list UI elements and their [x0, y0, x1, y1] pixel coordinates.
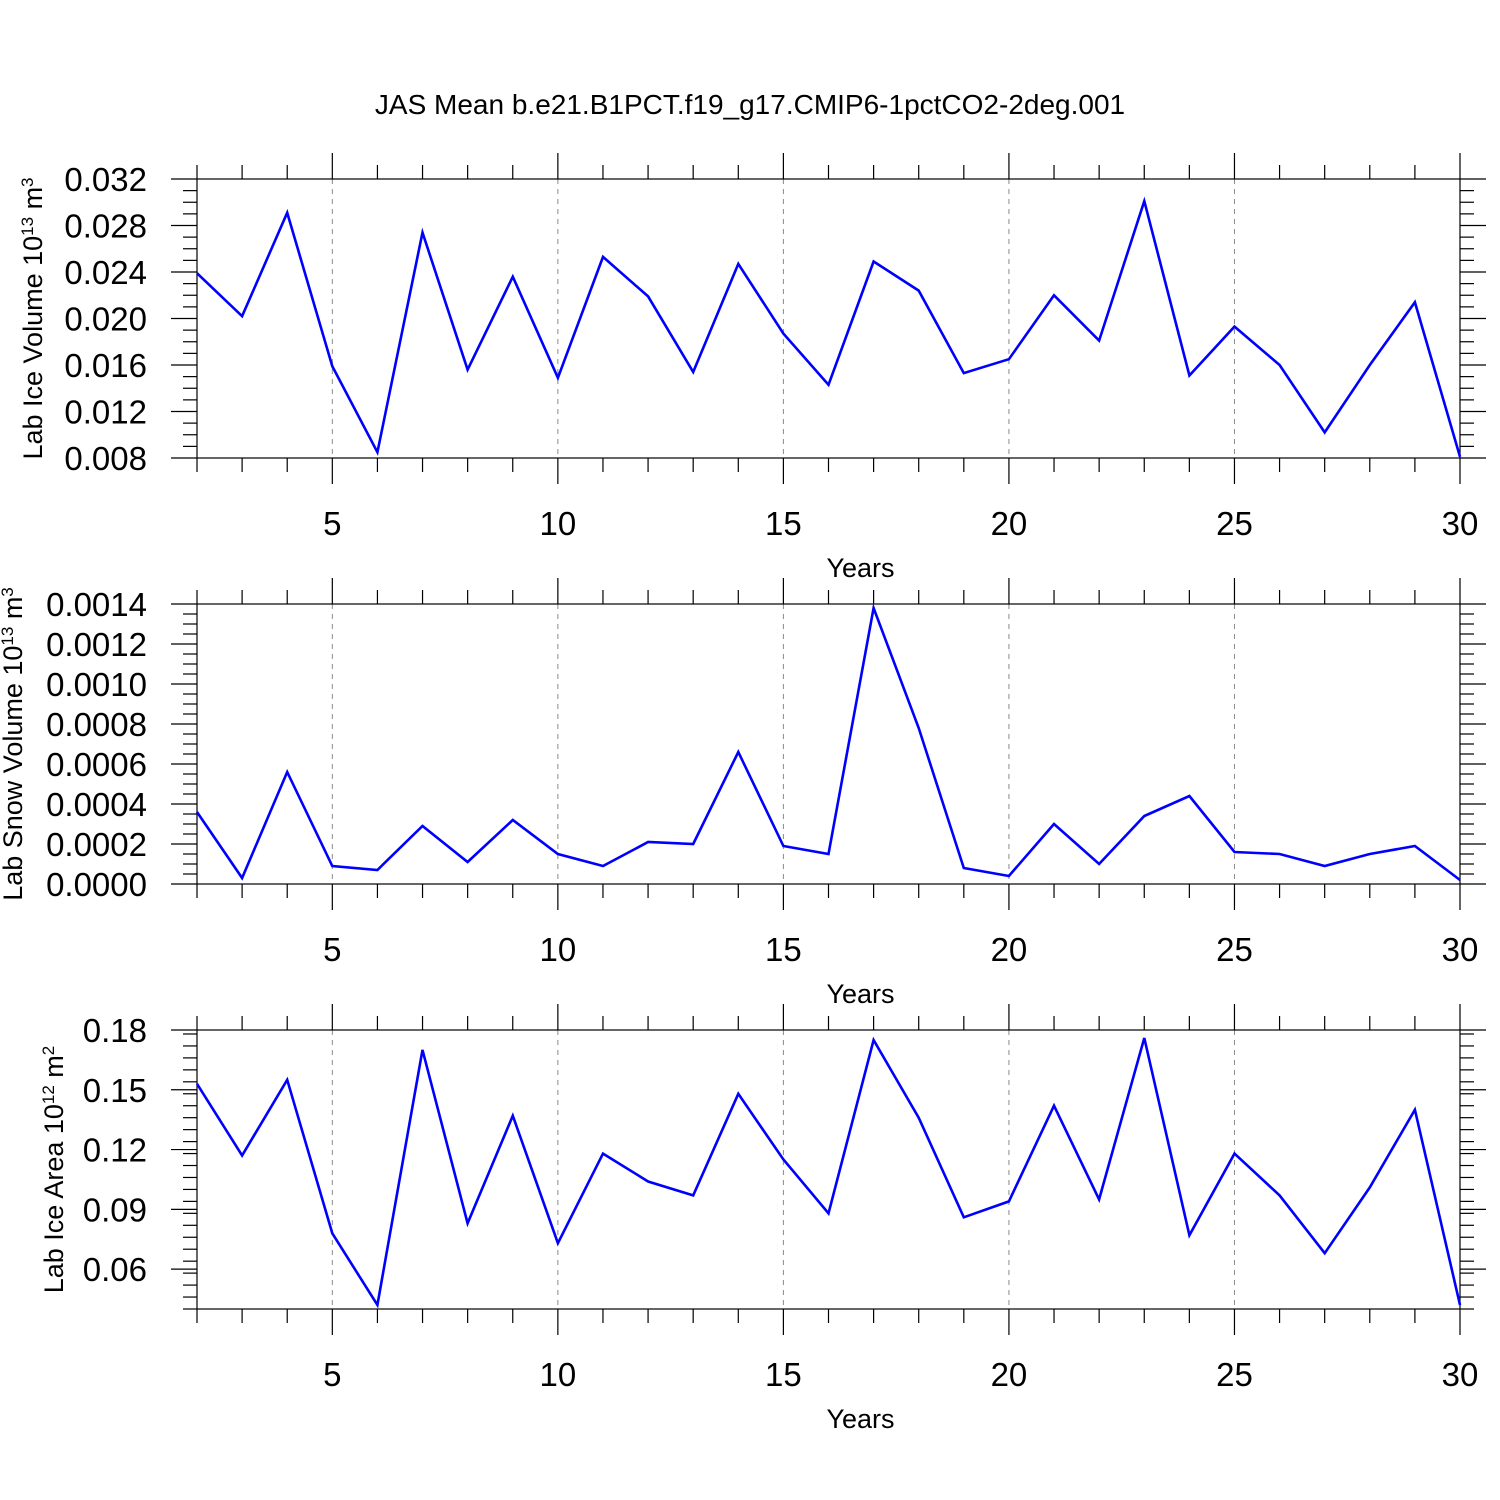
- y-tick-label: 0.008: [64, 440, 147, 477]
- x-tick-label: 10: [539, 931, 576, 968]
- x-axis-title: Years: [826, 1404, 894, 1434]
- y-tick-label: 0.020: [64, 301, 147, 338]
- y-tick-label: 0.0004: [46, 786, 147, 823]
- y-tick-label: 0.0000: [46, 866, 147, 903]
- y-axis-title: Lab Ice Volume 1013 m3: [18, 177, 49, 459]
- x-tick-label: 15: [765, 505, 802, 542]
- y-tick-label: 0.15: [83, 1072, 147, 1109]
- y-axis-title: Lab Snow Volume 1013 m3: [0, 587, 28, 901]
- x-tick-label: 30: [1442, 1356, 1479, 1393]
- panel-1: 5 10 15 20 25 30 0.008 0.012 0.016 0.020 0.024 0.02…: [18, 153, 1486, 583]
- plot-frame: [196, 603, 1461, 885]
- y-tick-label: 0.0006: [46, 746, 147, 783]
- y-tick-label: 0.012: [64, 394, 147, 431]
- x-tick-label: 25: [1216, 931, 1253, 968]
- x-axis-title: Years: [826, 979, 894, 1009]
- y-tick-label: 0.032: [64, 161, 147, 198]
- y-tick-label: 0.0014: [46, 586, 147, 623]
- y-tick-label: 0.18: [83, 1012, 147, 1049]
- x-tick-label: 25: [1216, 1356, 1253, 1393]
- x-tick-label: 10: [539, 505, 576, 542]
- x-tick-label: 25: [1216, 505, 1253, 542]
- y-tick-label: 0.06: [83, 1251, 147, 1288]
- x-tick-label: 20: [991, 505, 1028, 542]
- x-tick-label: 20: [991, 931, 1028, 968]
- panel-2: 5 10 15 20 25 30 0.00000.00020.00040.00060.000…: [0, 578, 1486, 1009]
- y-tick-label: 0.0008: [46, 706, 147, 743]
- panel-3: 5 10 15 20 25 30 0.06 0.09 0.12 0.15 0.18 Years Lab …: [39, 1004, 1486, 1434]
- x-axis-title: Years: [826, 553, 894, 583]
- x-tick-label: 15: [765, 1356, 802, 1393]
- y-tick-label: 0.0010: [46, 666, 147, 703]
- y-tick-label: 0.09: [83, 1191, 147, 1228]
- y-axis-title: Lab Ice Area 1012 m2: [39, 1046, 70, 1294]
- figure-title: JAS Mean b.e21.B1PCT.f19_g17.CMIP6-1pctC…: [375, 89, 1125, 120]
- y-tick-label: 0.12: [83, 1132, 147, 1169]
- y-tick-label: 0.0002: [46, 826, 147, 863]
- x-tick-label: 10: [539, 1356, 576, 1393]
- x-tick-label: 5: [323, 505, 341, 542]
- x-tick-label: 30: [1442, 931, 1479, 968]
- x-tick-label: 15: [765, 931, 802, 968]
- series-line: [195, 1036, 1462, 1309]
- y-tick-label: 0.016: [64, 347, 147, 384]
- plot-frame: [196, 1029, 1461, 1310]
- y-tick-label: 0.024: [64, 254, 147, 291]
- x-tick-label: 20: [991, 1356, 1028, 1393]
- y-tick-label: 0.0012: [46, 626, 147, 663]
- x-tick-label: 5: [323, 931, 341, 968]
- x-tick-label: 5: [323, 1356, 341, 1393]
- series-line: [196, 196, 1462, 458]
- x-tick-label: 30: [1442, 505, 1479, 542]
- series-line: [195, 603, 1461, 882]
- plot-frame: [196, 178, 1461, 459]
- y-tick-label: 0.028: [64, 208, 147, 245]
